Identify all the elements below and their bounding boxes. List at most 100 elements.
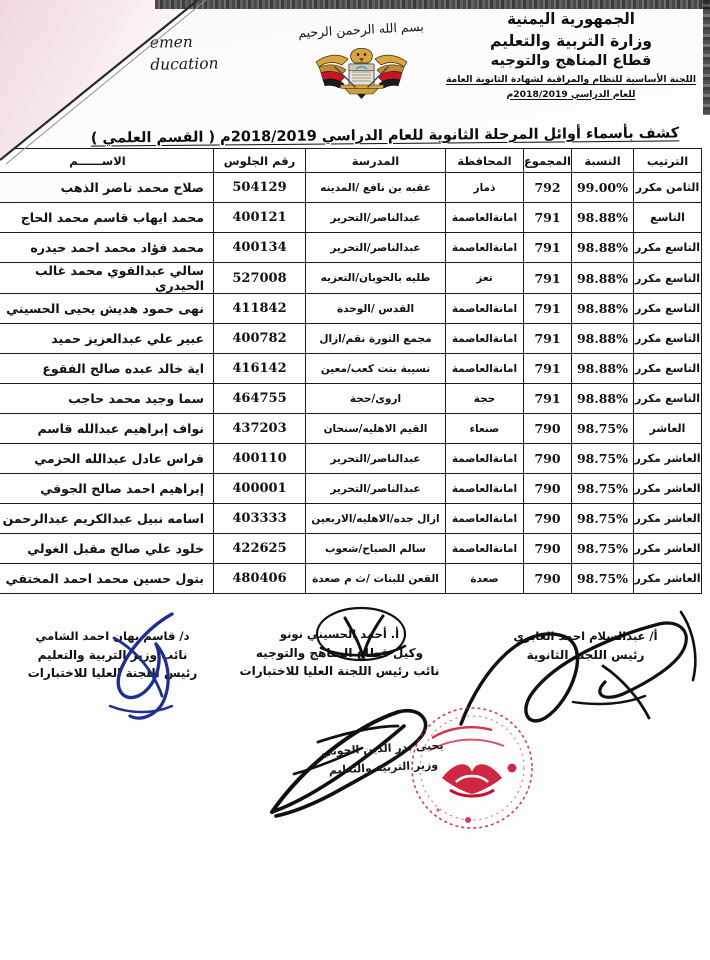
cell-rank: العاشر مكرر — [633, 503, 702, 534]
table-row: التاسع مكرر 98.88% 791 امانةالعاصمة القدس /ا… — [0, 293, 702, 324]
table-row: العاشر مكرر 98.75% 790 صعدة القعن للبنات /ث … — [0, 563, 702, 594]
cell-name: عبير علي عبدالعزيز حميد — [0, 323, 214, 354]
cell-total: 791 — [523, 353, 572, 384]
cell-rank: التاسع — [633, 202, 702, 233]
cell-rank: العاشر مكرر — [633, 533, 702, 564]
signature-section: أ/ عبدالسلام احمد الغابري رئيس اللجنة ال… — [0, 606, 710, 726]
signature-middle-title-2: نائب رئيس اللجنة العليا للاختبارات — [239, 664, 440, 679]
cell-school: مجمع الثورة نقم/ازال — [305, 323, 446, 354]
republic-name: الجمهورية اليمنية — [507, 9, 635, 29]
yemen-eagle-emblem-icon — [315, 47, 407, 99]
column-header-rank: الترتيب — [633, 148, 702, 173]
table-row: التاسع مكرر 98.88% 791 امانةالعاصمة مجمع الث… — [0, 323, 702, 354]
cell-gov: امانةالعاصمة — [445, 473, 524, 504]
cell-rank: التاسع مكرر — [633, 262, 702, 294]
results-table: الترتيب النسبة المجموع المحافظة المدرسة … — [0, 148, 702, 594]
cell-pct: 98.88% — [571, 202, 634, 233]
cell-total: 792 — [523, 172, 572, 203]
cell-rank: العاشر مكرر — [633, 473, 702, 504]
table-row: العاشر 98.75% 790 صنعاء القيم الاهليه/سنحان 4… — [0, 413, 702, 444]
cell-school: عبدالناصر/التحرير — [305, 473, 446, 504]
cell-school: عقبه بن نافع /المدينه — [305, 172, 446, 203]
cell-total: 791 — [523, 262, 572, 294]
cell-rank: العاشر مكرر — [633, 443, 702, 474]
cell-pct: 98.75% — [571, 533, 634, 564]
cell-school: اروى/حجة — [305, 383, 446, 414]
table-row: التاسع مكرر 98.88% 791 امانةالعاصمة نسيبة بن… — [0, 353, 702, 384]
cell-total: 791 — [523, 232, 572, 263]
cell-gov: ذمار — [445, 172, 524, 203]
table-row: العاشر مكرر 98.75% 790 امانةالعاصمة سالم الص… — [0, 533, 702, 564]
cell-total: 791 — [523, 202, 572, 233]
scan-edge-top — [155, 0, 710, 9]
cell-name: نهى حمود هديش يحيى الحسيني — [0, 293, 214, 324]
minister-signature-block: يحيى بدر الدين الحوثي وزير التربية والتع… — [258, 700, 558, 830]
cell-total: 790 — [523, 503, 572, 534]
cell-school: سالم الصباح/شعوب — [305, 533, 446, 564]
cell-school: ازال جده/الاهليه/الاربعين — [305, 503, 446, 534]
table-row: التاسع 98.88% 791 امانةالعاصمة عبدالناصر/الت… — [0, 202, 702, 233]
official-red-circular-stamp-icon — [411, 707, 533, 829]
cell-total: 791 — [523, 383, 572, 414]
signature-left-title-1: نائب وزير التربية والتعليم — [37, 647, 188, 662]
cell-rank: التاسع مكرر — [633, 232, 702, 263]
cell-seat: 527008 — [213, 262, 306, 294]
cell-gov: امانةالعاصمة — [445, 323, 524, 354]
column-header-name: الاســــــم — [0, 148, 214, 173]
cell-seat: 480406 — [213, 563, 306, 594]
cell-name: إبراهيم احمد صالح الجوفي — [0, 473, 214, 504]
cell-pct: 98.88% — [571, 383, 634, 414]
cell-name: سما وجيد محمد حاجب — [0, 383, 214, 414]
column-header-school: المدرسة — [305, 148, 446, 173]
cell-pct: 98.88% — [571, 293, 634, 324]
cell-name: سالي عبدالقوي محمد غالب الحيدري — [0, 262, 214, 294]
cell-seat: 400121 — [213, 202, 306, 233]
cell-gov: امانةالعاصمة — [445, 533, 524, 564]
cell-name: محمد فؤاد محمد احمد حيدره — [0, 232, 214, 263]
cell-pct: 98.75% — [571, 563, 634, 594]
cell-rank: التاسع مكرر — [633, 323, 702, 354]
cell-pct: 98.88% — [571, 353, 634, 384]
cell-rank: التاسع مكرر — [633, 353, 702, 384]
column-header-pct: النسبة — [571, 148, 634, 173]
cell-school: طليه بالحوبان/التعزيه — [305, 262, 446, 294]
cell-gov: صنعاء — [445, 413, 524, 444]
signature-middle-name: أ. أحمد الحسيني نونو — [279, 627, 400, 641]
cell-total: 790 — [523, 413, 572, 444]
cell-total: 791 — [523, 293, 572, 324]
cell-seat: 464755 — [213, 383, 306, 414]
committee-name: اللجنة الأساسية للنظام والمراقبة لشهادة … — [445, 74, 697, 86]
signature-right-title: رئيس اللجنة الثانوية — [526, 647, 645, 662]
signature-middle-title-1: وكيل قطاع المناهج والتوجيه — [255, 645, 424, 660]
cell-seat: 400001 — [213, 473, 306, 504]
cell-pct: 98.75% — [571, 503, 634, 534]
cell-rank: العاشر مكرر — [633, 563, 702, 594]
table-row: الثامن مكرر 99.00% 792 ذمار عقبه بن نافع /ال… — [0, 172, 702, 203]
cell-seat: 400134 — [213, 232, 306, 263]
table-row: العاشر مكرر 98.75% 790 امانةالعاصمة عبدالناص… — [0, 443, 702, 474]
cell-gov: امانةالعاصمة — [445, 293, 524, 324]
signature-left-title-2: رئيس اللجنة العليا للاختبارات — [27, 666, 198, 681]
school-year: للعام الدراسي 2018/2019م — [506, 88, 636, 100]
cell-name: فراس عادل عبدالله الحزمي — [0, 443, 214, 474]
cell-seat: 504129 — [213, 172, 306, 203]
cell-name: خلود علي صالح مقبل الغولي — [0, 533, 214, 564]
cell-name: صلاح محمد ناصر الذهب — [0, 172, 214, 203]
cell-school: عبدالناصر/التحرير — [305, 202, 446, 233]
cell-school: القعن للبنات /ث م صعدة — [305, 563, 446, 594]
cell-rank: الثامن مكرر — [633, 172, 702, 203]
cell-pct: 98.88% — [571, 232, 634, 263]
column-header-gov: المحافظة — [445, 148, 524, 173]
cell-name: بتول حسين محمد احمد المختفي — [0, 563, 214, 594]
cell-rank: العاشر — [633, 413, 702, 444]
cell-school: القدس /الوحدة — [305, 293, 446, 324]
header-right: الجمهورية اليمنية وزارة التربية والتعليم… — [440, 10, 702, 101]
cell-total: 790 — [523, 563, 572, 594]
ministry-name: وزارة التربية والتعليم — [489, 31, 653, 50]
results-table-wrapper: الترتيب النسبة المجموع المحافظة المدرسة … — [0, 148, 702, 594]
cell-pct: 98.75% — [571, 443, 634, 474]
cell-total: 790 — [523, 443, 572, 474]
cell-gov: امانةالعاصمة — [445, 353, 524, 384]
sector-name: قطاع المناهج والتوجيه — [490, 53, 652, 70]
